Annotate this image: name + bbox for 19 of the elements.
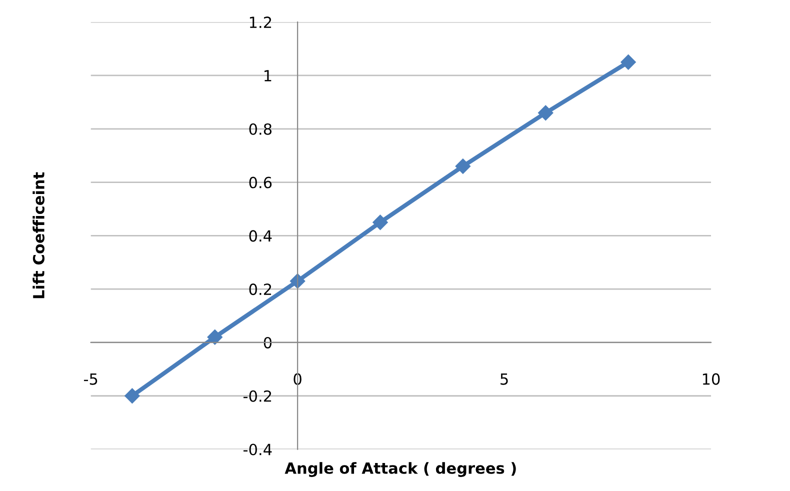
y-tick-label: 0.4 xyxy=(249,230,272,242)
point xyxy=(455,158,471,174)
y-tick-label: -0.2 xyxy=(244,390,272,402)
x-axis-title: Angle of Attack ( degrees ) xyxy=(284,462,516,477)
point xyxy=(207,330,222,345)
y-tick-label: 0.2 xyxy=(249,284,272,296)
y-tick-label: 0.8 xyxy=(249,123,272,135)
x-tick-label: -5 xyxy=(84,374,98,385)
y-tick-label: -0.4 xyxy=(244,444,272,456)
y-tick-label: 1 xyxy=(264,70,272,82)
y-axis-title: Lift Coefficeint xyxy=(32,172,44,298)
point xyxy=(124,388,140,404)
x-tick-label: 5 xyxy=(500,374,508,385)
point xyxy=(372,214,388,230)
y-tick-label: 1.2 xyxy=(250,16,272,28)
y-tick-label: 0.6 xyxy=(249,176,272,188)
point xyxy=(620,54,636,70)
x-tick-label: 10 xyxy=(702,373,720,385)
point xyxy=(538,105,554,120)
